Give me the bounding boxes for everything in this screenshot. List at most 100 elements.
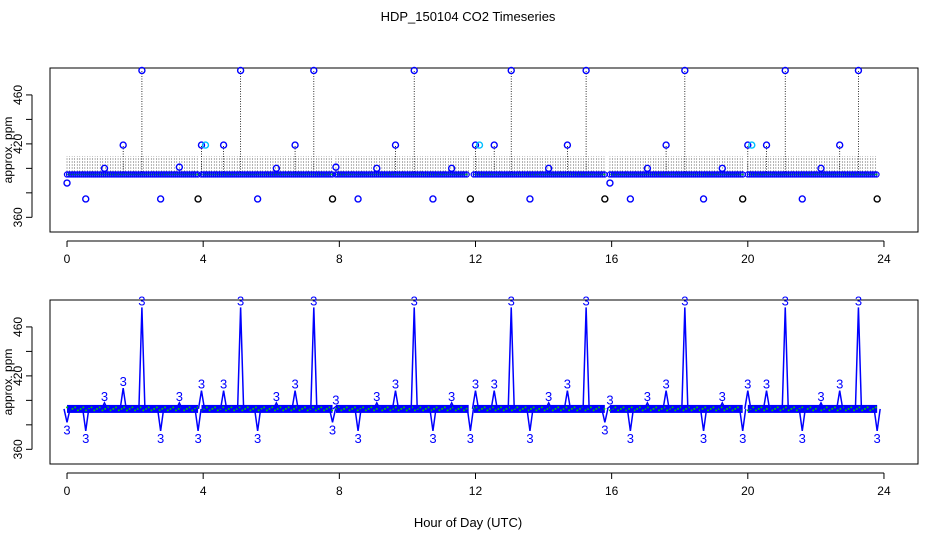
point-label: 3 bbox=[101, 389, 108, 404]
point-label: 3 bbox=[799, 431, 806, 446]
baseline-core bbox=[682, 409, 685, 412]
baseline-core bbox=[306, 409, 309, 412]
baseline-band bbox=[201, 404, 333, 413]
baseline-core bbox=[400, 407, 403, 410]
baseline-core bbox=[328, 406, 331, 409]
spike-line bbox=[291, 390, 299, 410]
baseline-core bbox=[573, 406, 576, 409]
baseline-core bbox=[715, 409, 718, 412]
data-point bbox=[718, 164, 726, 173]
spike-line bbox=[410, 307, 418, 409]
baseline-core bbox=[779, 409, 782, 412]
baseline-core bbox=[853, 409, 856, 412]
point-label: 3 bbox=[194, 431, 201, 446]
baseline-point bbox=[873, 171, 880, 178]
baseline-core bbox=[622, 406, 625, 409]
baseline-core bbox=[153, 407, 156, 410]
data-point bbox=[662, 141, 670, 149]
point-label: 3 bbox=[744, 377, 751, 392]
data-point bbox=[82, 195, 90, 203]
baseline-core bbox=[690, 409, 693, 412]
baseline-core bbox=[660, 407, 663, 410]
baseline-core bbox=[115, 406, 118, 409]
point-label: 3 bbox=[817, 389, 824, 404]
baseline-core bbox=[290, 409, 293, 412]
spike-line bbox=[138, 307, 146, 409]
point-label: 3 bbox=[373, 389, 380, 404]
baseline-core bbox=[268, 407, 271, 410]
baseline-core bbox=[343, 407, 346, 410]
spike-line bbox=[545, 401, 553, 410]
point-label: 3 bbox=[545, 389, 552, 404]
baseline-core bbox=[287, 406, 290, 409]
data-point-highlight bbox=[748, 141, 756, 149]
data-point bbox=[138, 66, 146, 75]
x-tick-label: 24 bbox=[877, 484, 891, 498]
baseline-core bbox=[271, 406, 274, 409]
spike-line bbox=[253, 408, 262, 432]
baseline-core bbox=[348, 409, 351, 412]
baseline-core bbox=[252, 407, 255, 410]
baseline-band bbox=[335, 404, 469, 413]
baseline-core bbox=[787, 409, 790, 412]
baseline-core bbox=[211, 407, 214, 410]
point-label: 3 bbox=[491, 377, 498, 392]
baseline-core bbox=[104, 407, 107, 410]
point-label: 3 bbox=[82, 431, 89, 446]
baseline-core bbox=[74, 406, 77, 409]
baseline-core bbox=[578, 407, 581, 410]
baseline-core bbox=[831, 407, 834, 410]
baseline-core bbox=[524, 406, 527, 409]
x-tick-label: 24 bbox=[877, 252, 891, 266]
spike-line bbox=[373, 401, 381, 410]
baseline-core bbox=[340, 409, 343, 412]
data-point bbox=[219, 141, 228, 149]
baseline-core bbox=[589, 406, 592, 409]
baseline-core bbox=[603, 173, 606, 176]
baseline-core bbox=[641, 409, 644, 412]
baseline-core bbox=[435, 406, 438, 409]
baseline-core bbox=[224, 409, 227, 412]
spike-line bbox=[194, 408, 202, 432]
baseline-core bbox=[150, 409, 153, 412]
baseline-core bbox=[98, 406, 101, 409]
baseline-core bbox=[174, 409, 177, 412]
y-tick-label: 460 bbox=[11, 317, 25, 337]
point-label: 3 bbox=[291, 377, 298, 392]
baseline-core bbox=[71, 407, 74, 410]
baseline-core bbox=[839, 407, 842, 410]
baseline-core bbox=[191, 409, 194, 412]
baseline-core bbox=[652, 407, 655, 410]
baseline-core bbox=[728, 406, 731, 409]
baseline-core bbox=[765, 407, 768, 410]
data-point bbox=[681, 66, 689, 75]
spike-line bbox=[762, 390, 771, 410]
baseline-core bbox=[535, 409, 538, 412]
x-tick-label: 8 bbox=[336, 252, 343, 266]
spike-line bbox=[272, 401, 281, 410]
baseline-core bbox=[847, 407, 850, 410]
spike-line bbox=[236, 307, 245, 409]
baseline-core bbox=[403, 406, 406, 409]
baseline-core bbox=[155, 406, 158, 409]
baseline-core bbox=[422, 409, 425, 412]
baseline-core bbox=[323, 409, 326, 412]
baseline-core bbox=[793, 406, 796, 409]
baseline-core bbox=[858, 406, 861, 409]
point-label: 3 bbox=[273, 389, 280, 404]
baseline-core bbox=[82, 406, 85, 409]
point-label: 3 bbox=[606, 392, 613, 407]
x-tick-label: 8 bbox=[336, 484, 343, 498]
data-point bbox=[63, 179, 71, 187]
baseline-core bbox=[449, 407, 452, 410]
data-point bbox=[854, 66, 863, 75]
baseline-core bbox=[866, 406, 869, 409]
baseline-core bbox=[265, 409, 268, 412]
baseline-core bbox=[478, 409, 481, 412]
data-point bbox=[762, 141, 771, 149]
spike-line bbox=[718, 401, 726, 410]
baseline-core bbox=[320, 406, 323, 409]
baseline-core bbox=[746, 409, 749, 412]
baseline-core bbox=[158, 409, 161, 412]
baseline-core bbox=[704, 406, 707, 409]
